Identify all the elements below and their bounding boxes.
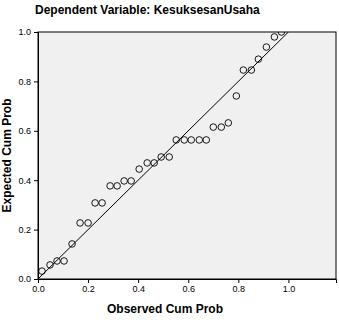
x-tick-label: 0.4 [132, 284, 145, 294]
point [114, 183, 121, 190]
point [166, 154, 173, 161]
point [128, 178, 135, 185]
y-tick: 0.0 [18, 274, 38, 284]
x-tick: 0.0 [32, 279, 45, 294]
point [136, 166, 143, 173]
y-tick-mark [34, 279, 38, 280]
point [271, 34, 278, 41]
y-axis-line [34, 33, 39, 280]
x-tick-mark [188, 279, 189, 283]
y-tick: 0.6 [18, 126, 38, 136]
point [203, 137, 210, 144]
chart: 0.0 0.2 0.4 0.6 0.8 1.0 0.0 0.2 0.4 0.6 0.8 1.0 Depe… [0, 0, 339, 320]
x-tick-mark [238, 279, 239, 283]
point [85, 220, 92, 227]
y-tick-mark [34, 131, 38, 132]
point [278, 32, 285, 35]
x-axis-title: Observed Cum Prob [107, 302, 223, 316]
x-tick-label: 0.0 [32, 284, 45, 294]
point [210, 124, 217, 131]
title: Dependent Variable: KesuksesanUsaha [35, 3, 260, 17]
point [92, 200, 99, 207]
y-tick-label: 1.0 [18, 27, 31, 37]
point [54, 258, 61, 265]
y-tick-label: 0.6 [18, 126, 31, 136]
y-tick-mark [34, 32, 38, 33]
point [121, 178, 128, 185]
y-tick: 0.4 [18, 176, 38, 186]
point [233, 93, 240, 100]
point [248, 67, 255, 74]
point [196, 137, 203, 144]
x-tick: 0.8 [233, 279, 246, 294]
point [218, 124, 225, 131]
point [77, 220, 84, 227]
point [188, 137, 195, 144]
point [107, 183, 114, 190]
reference-line [38, 32, 288, 279]
x-tick-label: 0.8 [233, 284, 246, 294]
x-tick-label: 0.6 [182, 284, 195, 294]
x-tick: 1.0 [283, 279, 296, 294]
x-tick: 0.2 [82, 279, 95, 294]
y-tick-mark [34, 180, 38, 181]
point [225, 120, 232, 127]
point [240, 67, 247, 74]
x-tick-mark [138, 279, 139, 283]
point [61, 258, 68, 265]
y-tick-label: 0.4 [18, 176, 31, 186]
x-tick-mark [88, 279, 89, 283]
y-tick: 1.0 [18, 27, 38, 37]
y-tick: 0.2 [18, 225, 38, 235]
y-axis: 0.0 0.2 0.4 0.6 0.8 1.0 [18, 27, 38, 284]
point [99, 200, 106, 207]
plot-area [38, 32, 288, 279]
point [144, 160, 151, 167]
point [151, 160, 158, 167]
x-axis-line [39, 280, 337, 284]
x-tick: 0.6 [182, 279, 195, 294]
x-axis: 0.0 0.2 0.4 0.6 0.8 1.0 [32, 279, 336, 294]
y-tick: 0.8 [18, 77, 38, 87]
x-tick-mark [288, 279, 289, 283]
x-tick-label: 0.2 [82, 284, 95, 294]
y-tick-mark [34, 81, 38, 82]
y-tick-label: 0.2 [18, 225, 31, 235]
x-tick: 0.4 [132, 279, 145, 294]
point [69, 241, 76, 248]
x-tick-label: 1.0 [283, 284, 296, 294]
y-tick-mark [34, 230, 38, 231]
y-tick-label: 0.8 [18, 77, 31, 87]
plot-frame [38, 32, 336, 279]
y-tick-label: 0.0 [18, 274, 31, 284]
y-axis-title: Expected Cum Prob [0, 98, 14, 212]
point [263, 44, 270, 51]
